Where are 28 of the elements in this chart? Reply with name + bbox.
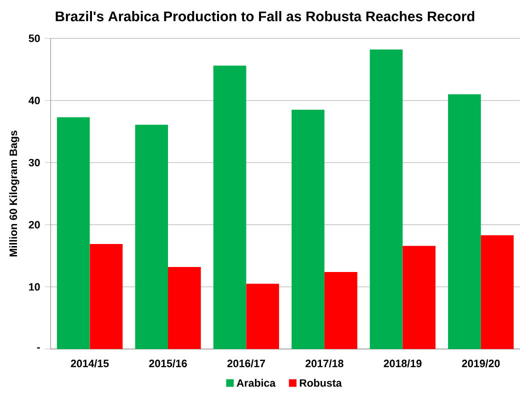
bar — [448, 94, 481, 349]
chart-title: Brazil's Arabica Production to Fall as Robusta Reaches Record — [56, 11, 474, 22]
bar — [324, 272, 358, 349]
x-tick-label: 2018/19 — [384, 359, 422, 368]
x-tick-label: 2019/20 — [462, 359, 500, 368]
bar — [135, 124, 168, 349]
bar — [370, 50, 403, 349]
legend-label: Arabica — [236, 378, 276, 387]
y-tick-label: 20 — [28, 220, 40, 229]
y-tick-label: 50 — [28, 34, 40, 42]
y-axis-title: Million 60 Kilogram Bags — [9, 130, 20, 256]
x-tick-label: 2016/17 — [227, 359, 266, 368]
x-tick-label: 2015/16 — [149, 359, 187, 368]
legend-label: Robusta — [300, 378, 342, 387]
y-tick-label: - — [37, 347, 40, 349]
bar — [480, 235, 514, 349]
bar — [246, 284, 280, 349]
x-tick-label: 2017/18 — [306, 359, 344, 368]
x-tick-label: 2014/15 — [70, 359, 109, 368]
bar — [292, 110, 324, 349]
y-tick-label: 30 — [28, 158, 40, 166]
bar — [56, 117, 90, 349]
y-tick-label: 40 — [28, 96, 40, 104]
bar — [402, 246, 436, 349]
bar — [90, 244, 123, 349]
y-tick-label: 10 — [29, 283, 40, 291]
bar — [168, 266, 201, 349]
bar — [213, 66, 246, 349]
